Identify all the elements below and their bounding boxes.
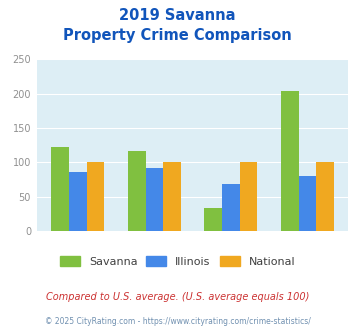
Bar bbox=[281, 91, 299, 231]
Bar bbox=[204, 208, 222, 231]
Text: © 2025 CityRating.com - https://www.cityrating.com/crime-statistics/: © 2025 CityRating.com - https://www.city… bbox=[45, 317, 310, 326]
Bar bbox=[146, 168, 163, 231]
Bar bbox=[222, 184, 240, 231]
Bar bbox=[69, 172, 87, 231]
Bar bbox=[128, 151, 146, 231]
Bar bbox=[163, 162, 181, 231]
Text: Property Crime Comparison: Property Crime Comparison bbox=[63, 28, 292, 43]
Text: Compared to U.S. average. (U.S. average equals 100): Compared to U.S. average. (U.S. average … bbox=[46, 292, 309, 302]
Bar bbox=[51, 147, 69, 231]
Bar bbox=[299, 176, 316, 231]
Text: 2019 Savanna: 2019 Savanna bbox=[119, 8, 236, 23]
Legend: Savanna, Illinois, National: Savanna, Illinois, National bbox=[60, 256, 295, 267]
Bar bbox=[316, 162, 334, 231]
Bar bbox=[87, 162, 104, 231]
Bar bbox=[240, 162, 257, 231]
